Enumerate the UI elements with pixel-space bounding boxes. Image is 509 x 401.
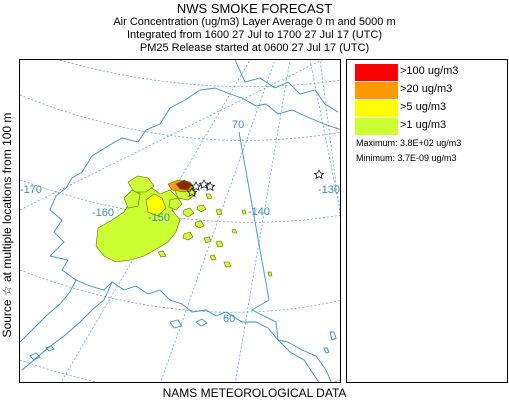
lon-150-line bbox=[160, 60, 276, 382]
lat-75-line bbox=[59, 60, 340, 88]
legend-maximum: Maximum: 3.8E+02 ug/m3 bbox=[356, 138, 462, 148]
lon-120-line bbox=[319, 60, 340, 218]
lon-160-label: -160 bbox=[92, 207, 114, 219]
plume-blob-12 bbox=[215, 208, 223, 216]
source-star-1 bbox=[190, 181, 202, 191]
legend-swatch bbox=[355, 82, 398, 99]
release-start: PM25 Release started at 0600 27 Jul 17 (… bbox=[139, 42, 370, 54]
lon-150-label: -150 bbox=[148, 212, 170, 224]
smoke-map: 70 60 -170 -160 -150 -140 -130 bbox=[19, 59, 341, 383]
plume-blob-8 bbox=[209, 254, 217, 261]
coastline bbox=[20, 60, 340, 382]
plume-source-gt100 bbox=[175, 179, 193, 191]
lon-170-label: -170 bbox=[20, 184, 42, 196]
plume-blob-6 bbox=[203, 236, 212, 244]
legend-swatch bbox=[355, 100, 398, 117]
plume-blob-5 bbox=[182, 231, 194, 241]
border-line bbox=[238, 131, 279, 341]
legend-label: >1 ug/m3 bbox=[400, 119, 447, 131]
alaska-coast bbox=[20, 60, 339, 382]
plume-west-gt1 bbox=[123, 189, 141, 209]
legend-item-gt100: >100 ug/m3 bbox=[355, 64, 505, 81]
plume-blob-14 bbox=[267, 271, 273, 277]
canada-coast bbox=[241, 97, 340, 130]
legend-label: >5 ug/m3 bbox=[400, 101, 447, 113]
legend-swatch bbox=[355, 118, 398, 135]
smoke-plume bbox=[95, 175, 273, 277]
lon-140-line bbox=[234, 60, 291, 382]
legend-minimum: Minimum: 3.7E-09 ug/m3 bbox=[356, 153, 457, 163]
concentration-subtitle: Air Concentration (ug/m3) Layer Average … bbox=[113, 16, 396, 28]
plume-blob-15 bbox=[205, 193, 213, 200]
legend-swatch bbox=[355, 64, 398, 81]
plume-blob-9 bbox=[223, 261, 232, 268]
island-small-1 bbox=[329, 331, 337, 341]
source-star-3 bbox=[204, 181, 216, 191]
peninsula-coast bbox=[21, 281, 113, 371]
legend-item-gt1: >1 ug/m3 bbox=[355, 118, 505, 135]
longitude-lines bbox=[20, 60, 340, 382]
source-side-label: Source ☆ at multiple locations from 100 … bbox=[0, 112, 14, 338]
lat-70-label: 70 bbox=[232, 119, 244, 131]
plume-blob-1 bbox=[168, 197, 183, 211]
lon-130-label: -130 bbox=[318, 184, 340, 196]
plume-blob-3 bbox=[196, 204, 207, 213]
latitude-lines bbox=[20, 60, 340, 382]
islands bbox=[29, 318, 208, 361]
source-star-5 bbox=[313, 169, 325, 179]
concentration-legend: >100 ug/m3 >20 ug/m3 >5 ug/m3 >1 ug/m3 M… bbox=[346, 59, 508, 383]
legend-label: >100 ug/m3 bbox=[400, 65, 459, 77]
legend-item-gt5: >5 ug/m3 bbox=[355, 100, 505, 117]
integration-period: Integrated from 1600 27 Jul to 1700 27 J… bbox=[127, 29, 382, 41]
lat-60-label: 60 bbox=[223, 313, 235, 325]
legend-item-gt20: >20 ug/m3 bbox=[355, 82, 505, 99]
lon-160-line bbox=[60, 60, 251, 382]
lat-55-line bbox=[20, 359, 340, 382]
plume-blob-11 bbox=[241, 209, 247, 215]
plume-blob-10 bbox=[231, 228, 238, 234]
source-star-2 bbox=[198, 179, 210, 189]
island-small-2 bbox=[323, 347, 330, 354]
lon-130-line bbox=[309, 60, 340, 211]
map-canvas: 70 60 -170 -160 -150 -140 -130 bbox=[20, 60, 340, 382]
lat-70-line bbox=[20, 94, 340, 141]
lon-140-label: -140 bbox=[248, 206, 270, 218]
legend-label: >20 ug/m3 bbox=[400, 83, 453, 95]
source-star-4 bbox=[186, 187, 198, 197]
data-source-footer: NAMS METEOROLOGICAL DATA bbox=[162, 386, 347, 400]
plume-blob-4 bbox=[194, 220, 205, 229]
panhandle-coast bbox=[277, 339, 332, 382]
forecast-title: NWS SMOKE FORECAST bbox=[176, 1, 333, 16]
lat-60-line bbox=[20, 269, 340, 313]
plume-blob-7 bbox=[215, 240, 224, 248]
source-markers bbox=[186, 169, 325, 197]
plume-blob-2 bbox=[182, 207, 195, 218]
plume-core-gt5 bbox=[145, 193, 167, 217]
plume-blob-13 bbox=[157, 250, 167, 258]
